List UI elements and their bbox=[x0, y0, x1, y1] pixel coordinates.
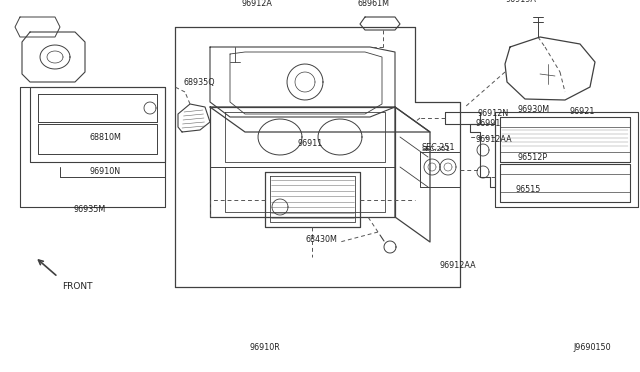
Text: 68961M: 68961M bbox=[357, 0, 389, 9]
Text: J9690150: J9690150 bbox=[573, 343, 611, 352]
Text: FRONT: FRONT bbox=[62, 282, 93, 291]
Text: 96512P: 96512P bbox=[518, 153, 548, 161]
Text: 96991: 96991 bbox=[475, 119, 500, 128]
Text: 96910R: 96910R bbox=[250, 343, 280, 352]
Text: SEC.251: SEC.251 bbox=[421, 144, 454, 153]
Text: 96911: 96911 bbox=[298, 140, 323, 148]
Text: 68810M: 68810M bbox=[90, 132, 122, 141]
Text: 96515: 96515 bbox=[516, 185, 541, 193]
Text: 96910N: 96910N bbox=[90, 167, 121, 176]
Text: 96912A: 96912A bbox=[242, 0, 273, 7]
Text: 68430M: 68430M bbox=[305, 234, 337, 244]
Text: SEC.251: SEC.251 bbox=[421, 146, 450, 152]
Text: 68935Q: 68935Q bbox=[183, 77, 214, 87]
Text: 96912N: 96912N bbox=[477, 109, 508, 119]
Text: 96919A: 96919A bbox=[505, 0, 536, 4]
Text: 96935M: 96935M bbox=[74, 205, 106, 214]
Text: 96921: 96921 bbox=[570, 108, 595, 116]
Text: 96930M: 96930M bbox=[518, 105, 550, 113]
Text: 96912AA: 96912AA bbox=[440, 260, 477, 269]
Text: 96912AA: 96912AA bbox=[475, 135, 511, 144]
